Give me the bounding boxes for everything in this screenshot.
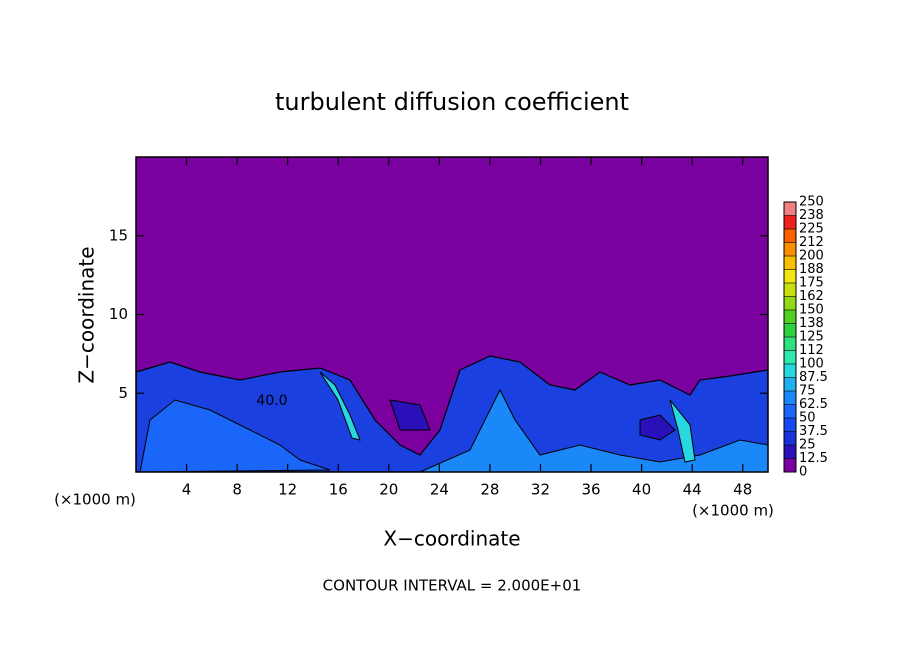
colorbar-label: 0 xyxy=(799,465,807,480)
colorbar-label: 225 xyxy=(799,222,824,237)
colorbar-label: 162 xyxy=(799,289,824,304)
contour-label: 40.0 xyxy=(256,393,287,409)
chart-title: turbulent diffusion coefficient xyxy=(275,88,629,116)
x-tick-label: 20 xyxy=(379,481,398,499)
colorbar-band xyxy=(784,323,796,337)
colorbar-band xyxy=(784,229,796,243)
field-region xyxy=(139,399,331,472)
colorbar-label: 50 xyxy=(799,411,816,426)
field-region xyxy=(136,355,768,472)
colorbar-band xyxy=(784,418,796,432)
x-tick-label: 12 xyxy=(278,481,297,499)
x-unit: (×1000 m) xyxy=(54,491,136,509)
field xyxy=(136,355,768,472)
colorbar-label: 175 xyxy=(799,276,824,291)
colorbar-label: 37.5 xyxy=(799,424,828,439)
x-axis-label: X−coordinate xyxy=(383,527,520,551)
colorbar-band xyxy=(784,364,796,378)
colorbar-label: 87.5 xyxy=(799,370,828,385)
x-tick-label: 4 xyxy=(182,481,192,499)
colorbar-label: 200 xyxy=(799,249,824,264)
y-tick-label: 15 xyxy=(109,226,128,244)
x-tick-label: 48 xyxy=(733,481,752,499)
x-tick-label: 8 xyxy=(232,481,242,499)
colorbar-band xyxy=(784,269,796,283)
colorbar-label: 138 xyxy=(799,316,824,331)
colorbar-label: 125 xyxy=(799,330,824,345)
colorbar-band xyxy=(784,310,796,324)
colorbar-band xyxy=(784,337,796,351)
colorbar-band xyxy=(784,350,796,364)
x-tick-label: 36 xyxy=(581,481,600,499)
colorbar-band xyxy=(784,404,796,418)
x-tick-label: 44 xyxy=(683,481,702,499)
colorbar-label: 12.5 xyxy=(799,451,828,466)
colorbar-band xyxy=(784,215,796,229)
x-tick-label: 28 xyxy=(480,481,499,499)
colorbar-band xyxy=(784,431,796,445)
colorbar-label: 62.5 xyxy=(799,397,828,412)
field-region xyxy=(389,399,676,441)
colorbar-band xyxy=(784,377,796,391)
colorbar-band xyxy=(784,242,796,256)
colorbar-label: 75 xyxy=(799,384,816,399)
x-unit: (×1000 m) xyxy=(692,502,774,520)
colorbar-band xyxy=(784,391,796,405)
footer-note: CONTOUR INTERVAL = 2.000E+01 xyxy=(323,577,582,595)
colorbar-label: 25 xyxy=(799,438,816,453)
colorbar-label: 238 xyxy=(799,208,824,223)
x-tick-label: 32 xyxy=(531,481,550,499)
colorbar-label: 112 xyxy=(799,343,824,358)
field-region xyxy=(669,399,696,463)
y-tick-label: 5 xyxy=(118,384,128,402)
y-tick-label: 10 xyxy=(109,305,128,323)
y-axis-label: Z−coordinate xyxy=(75,246,99,383)
colorbar-label: 212 xyxy=(799,235,824,250)
colorbar-label: 250 xyxy=(799,195,824,210)
colorbar-band xyxy=(784,445,796,459)
colorbar-label: 188 xyxy=(799,262,824,277)
x-tick-label: 40 xyxy=(632,481,651,499)
x-tick-label: 16 xyxy=(329,481,348,499)
colorbar-band xyxy=(784,296,796,310)
colorbar-label: 150 xyxy=(799,303,824,318)
field-region xyxy=(319,371,361,441)
colorbar-band xyxy=(784,283,796,297)
colorbar-band xyxy=(784,458,796,472)
colorbar-band xyxy=(784,202,796,216)
colorbar-band xyxy=(784,256,796,270)
field-region xyxy=(419,388,768,472)
x-tick-label: 24 xyxy=(430,481,449,499)
colorbar-label: 100 xyxy=(799,357,824,372)
